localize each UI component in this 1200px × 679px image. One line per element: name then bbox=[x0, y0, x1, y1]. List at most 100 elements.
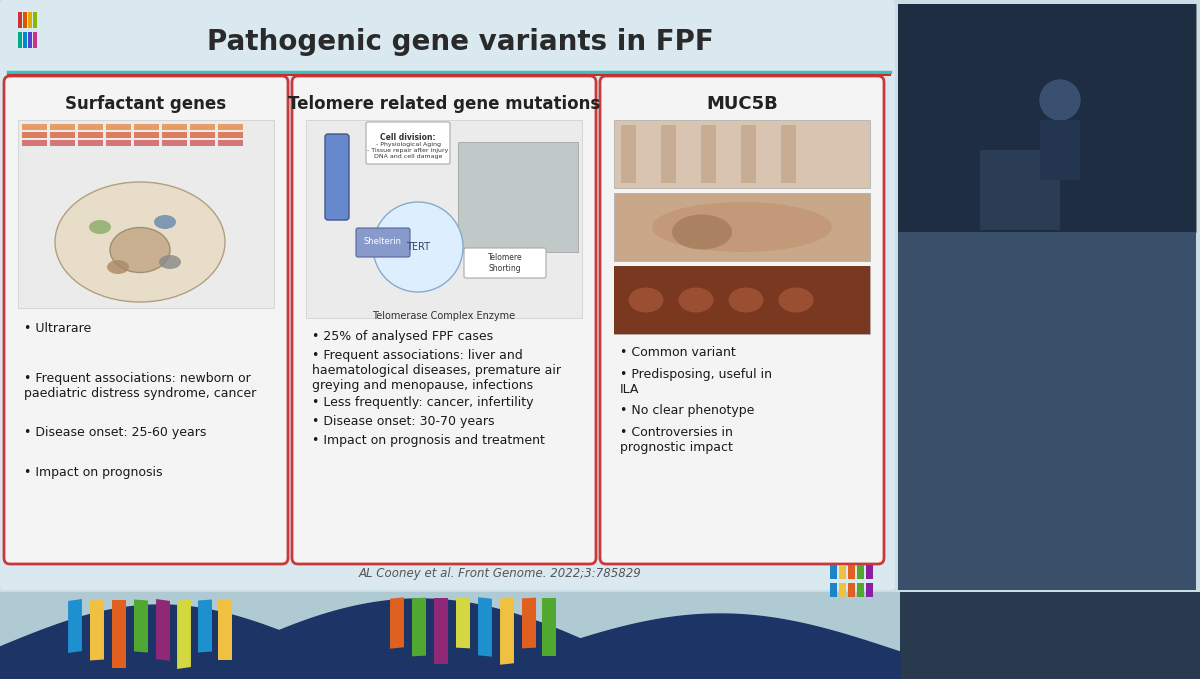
Bar bbox=[614, 120, 870, 188]
FancyBboxPatch shape bbox=[4, 76, 288, 564]
Ellipse shape bbox=[110, 227, 170, 272]
Bar bbox=[28, 32, 32, 48]
Text: • Disease onset: 30-70 years: • Disease onset: 30-70 years bbox=[312, 415, 494, 428]
Text: • Frequent associations: newborn or
paediatric distress syndrome, cancer: • Frequent associations: newborn or paed… bbox=[24, 372, 257, 400]
Bar bbox=[190, 140, 215, 146]
Bar bbox=[857, 565, 864, 579]
Polygon shape bbox=[542, 598, 556, 656]
Polygon shape bbox=[434, 598, 448, 664]
Bar bbox=[980, 150, 1060, 230]
Bar bbox=[306, 120, 582, 318]
Text: Telomere
Shorting: Telomere Shorting bbox=[487, 253, 522, 273]
Circle shape bbox=[1040, 80, 1080, 120]
Bar bbox=[830, 565, 838, 579]
Text: TERT: TERT bbox=[406, 242, 430, 252]
Polygon shape bbox=[0, 605, 320, 679]
Bar bbox=[134, 140, 158, 146]
Text: MUC5B: MUC5B bbox=[706, 95, 778, 113]
FancyBboxPatch shape bbox=[0, 0, 895, 590]
Bar bbox=[898, 4, 1196, 232]
Polygon shape bbox=[68, 599, 82, 653]
Polygon shape bbox=[200, 599, 640, 679]
Ellipse shape bbox=[154, 215, 176, 229]
Text: Cell division:: Cell division: bbox=[380, 133, 436, 142]
Bar bbox=[106, 124, 131, 130]
Bar bbox=[218, 140, 242, 146]
Ellipse shape bbox=[678, 287, 714, 312]
Bar bbox=[34, 12, 37, 28]
Ellipse shape bbox=[107, 260, 130, 274]
Polygon shape bbox=[456, 598, 470, 648]
Polygon shape bbox=[218, 600, 232, 660]
Bar bbox=[898, 232, 1196, 590]
Bar bbox=[866, 583, 874, 597]
Bar bbox=[34, 32, 37, 48]
Bar bbox=[458, 142, 578, 252]
Text: Pathogenic gene variants in FPF: Pathogenic gene variants in FPF bbox=[206, 28, 713, 56]
Bar bbox=[781, 125, 796, 183]
Text: • Impact on prognosis and treatment: • Impact on prognosis and treatment bbox=[312, 434, 545, 447]
Bar bbox=[866, 565, 874, 579]
Bar bbox=[28, 12, 32, 28]
Polygon shape bbox=[156, 599, 170, 661]
Polygon shape bbox=[478, 598, 492, 657]
Bar bbox=[22, 140, 47, 146]
Bar bbox=[23, 12, 28, 28]
Polygon shape bbox=[90, 600, 104, 661]
Text: Shelterin: Shelterin bbox=[364, 238, 402, 246]
Bar bbox=[162, 132, 187, 138]
FancyBboxPatch shape bbox=[292, 76, 596, 564]
Polygon shape bbox=[522, 598, 536, 648]
Polygon shape bbox=[390, 598, 404, 648]
Bar bbox=[50, 132, 74, 138]
Bar bbox=[22, 132, 47, 138]
Bar bbox=[50, 124, 74, 130]
Polygon shape bbox=[112, 600, 126, 668]
Bar bbox=[78, 124, 103, 130]
Bar bbox=[23, 32, 28, 48]
Bar bbox=[839, 583, 846, 597]
Bar bbox=[614, 193, 870, 261]
Bar bbox=[614, 266, 870, 334]
Bar bbox=[830, 583, 838, 597]
Bar bbox=[18, 12, 22, 28]
FancyBboxPatch shape bbox=[356, 228, 410, 257]
Text: • Disease onset: 25-60 years: • Disease onset: 25-60 years bbox=[24, 426, 206, 439]
Ellipse shape bbox=[672, 215, 732, 249]
Bar bbox=[162, 140, 187, 146]
Ellipse shape bbox=[89, 220, 112, 234]
Polygon shape bbox=[540, 614, 900, 679]
Bar bbox=[900, 592, 1200, 679]
FancyBboxPatch shape bbox=[464, 248, 546, 278]
Ellipse shape bbox=[779, 287, 814, 312]
Bar bbox=[839, 565, 846, 579]
Bar bbox=[190, 124, 215, 130]
Text: Telomere related gene mutations: Telomere related gene mutations bbox=[288, 95, 600, 113]
Ellipse shape bbox=[55, 182, 226, 302]
FancyBboxPatch shape bbox=[600, 76, 884, 564]
Text: • Ultrarare: • Ultrarare bbox=[24, 322, 91, 335]
Text: • 25% of analysed FPF cases: • 25% of analysed FPF cases bbox=[312, 330, 493, 343]
Bar bbox=[190, 132, 215, 138]
Bar bbox=[134, 124, 158, 130]
Ellipse shape bbox=[629, 287, 664, 312]
Bar bbox=[18, 120, 274, 308]
Polygon shape bbox=[500, 598, 514, 665]
Circle shape bbox=[373, 202, 463, 292]
Bar bbox=[622, 125, 636, 183]
Bar bbox=[78, 132, 103, 138]
Bar bbox=[106, 132, 131, 138]
Bar bbox=[162, 124, 187, 130]
Polygon shape bbox=[178, 599, 191, 669]
Text: • Frequent associations: liver and
haematological diseases, premature air
greyin: • Frequent associations: liver and haema… bbox=[312, 349, 562, 392]
FancyBboxPatch shape bbox=[325, 134, 349, 220]
Bar bbox=[848, 583, 854, 597]
Bar bbox=[18, 32, 22, 48]
Bar bbox=[134, 132, 158, 138]
Bar bbox=[218, 132, 242, 138]
Text: Surfactant genes: Surfactant genes bbox=[66, 95, 227, 113]
Text: • Common variant: • Common variant bbox=[620, 346, 736, 359]
Bar bbox=[898, 4, 1196, 232]
Text: • No clear phenotype: • No clear phenotype bbox=[620, 404, 755, 417]
Text: - Physiological Aging
- Tissue repair after injury
DNA and cell damage: - Physiological Aging - Tissue repair af… bbox=[367, 142, 449, 159]
